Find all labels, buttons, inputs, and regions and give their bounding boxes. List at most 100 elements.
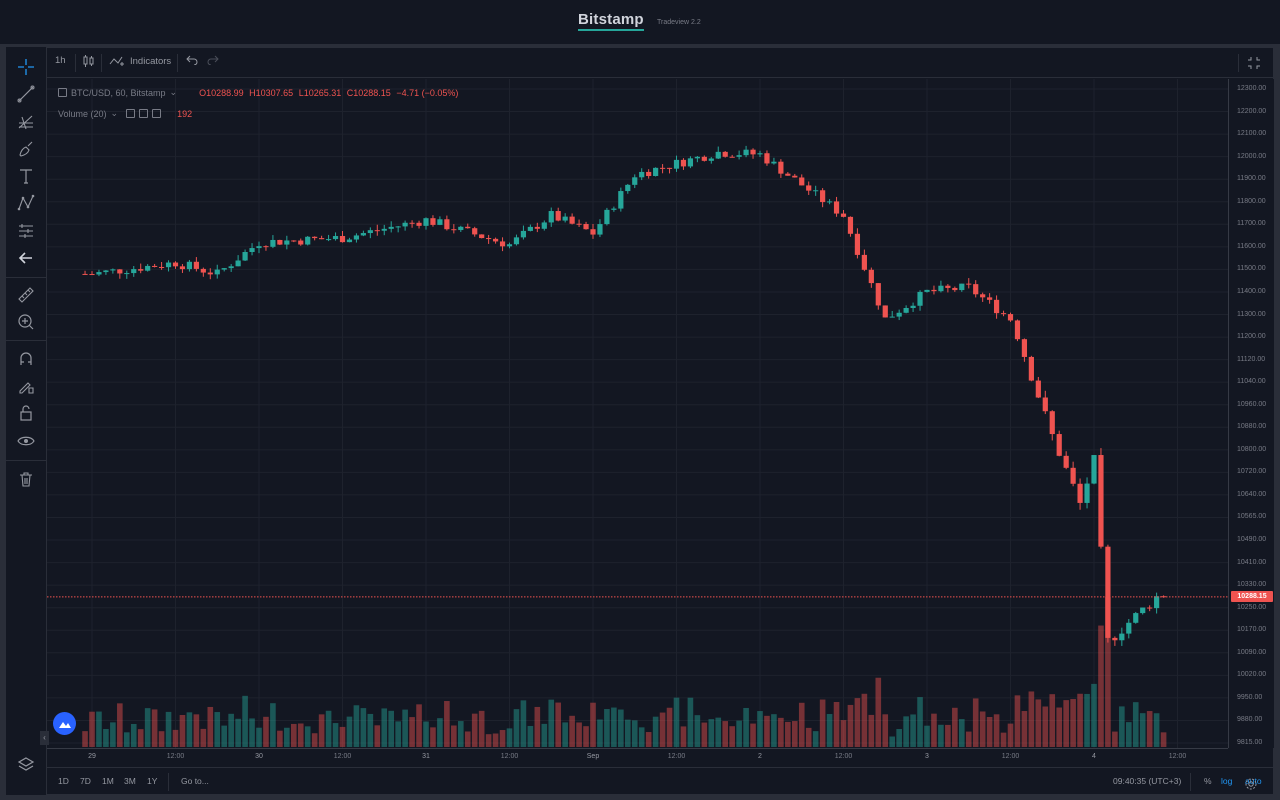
candle-body[interactable] [1042,397,1048,412]
candle-body[interactable] [931,289,937,292]
candle-body[interactable] [277,239,283,245]
candle-body[interactable] [806,185,812,191]
candle-body[interactable] [597,224,603,235]
candle-body[interactable] [158,266,165,268]
layers-icon[interactable] [14,753,38,777]
candle-body[interactable] [172,262,179,267]
magnet-icon[interactable] [14,347,38,371]
candle-body[interactable] [124,273,130,275]
candle-body[interactable] [131,269,137,274]
candle-body[interactable] [548,211,554,223]
candle-body[interactable] [618,191,624,209]
text-icon[interactable] [14,164,38,188]
candle-body[interactable] [1105,546,1111,638]
settings-icon[interactable] [139,109,149,118]
candle-body[interactable] [646,171,652,177]
candle-body[interactable] [298,240,304,245]
candle-body[interactable] [402,222,408,227]
candle-body[interactable] [367,230,373,234]
candle-body[interactable] [910,305,916,308]
candle-body[interactable] [924,289,930,292]
candle-body[interactable] [854,233,861,255]
candle-body[interactable] [715,151,721,159]
chevron-down-icon[interactable]: ⌄ [110,108,119,118]
candle-body[interactable] [945,285,951,288]
time-axis[interactable]: 29 12:00 30 12:00 31 12:00 Sep 12:00 2 12:00 3 12:0… [47,748,1228,766]
arrow-left-icon[interactable] [14,246,38,270]
fib-tool-icon[interactable] [14,110,38,134]
candle-body[interactable] [207,272,213,275]
candle-body[interactable] [736,155,742,157]
candle-body[interactable] [186,261,193,270]
candle-body[interactable] [270,239,276,247]
candle-body[interactable] [430,218,436,225]
candle-body[interactable] [680,159,687,167]
candle-body[interactable] [319,238,325,240]
candle-body[interactable] [604,209,610,225]
candle-body[interactable] [750,149,756,155]
candle-body[interactable] [1014,320,1021,340]
candle-body[interactable] [1133,613,1139,623]
candle-body[interactable] [339,236,346,243]
candle-body[interactable] [117,269,123,274]
candle-body[interactable] [959,283,965,291]
lock-icon[interactable] [14,401,38,425]
candle-body[interactable] [145,265,151,271]
candle-body[interactable] [284,240,290,245]
candle-body[interactable] [993,299,1000,314]
candle-body[interactable] [235,260,241,267]
candle-body[interactable] [374,230,380,232]
candle-body[interactable] [757,153,763,155]
candle-body[interactable] [673,159,680,169]
candle-body[interactable] [506,244,513,247]
candle-body[interactable] [659,167,666,169]
redo-icon[interactable] [207,55,219,65]
candle-body[interactable] [221,268,227,270]
candle-body[interactable] [451,229,457,231]
candle-body[interactable] [687,158,694,167]
candle-body[interactable] [653,167,659,177]
candle-body[interactable] [987,297,993,300]
chart-pane[interactable] [47,79,1228,748]
candle-body[interactable] [625,184,631,192]
candle-body[interactable] [778,161,784,174]
candle-body[interactable] [472,228,478,235]
candle-body[interactable] [889,316,895,318]
symbol-title[interactable]: BTC/USD, 60, Bitstamp [71,87,166,98]
range-1d-button[interactable]: 1D [58,776,69,786]
candle-body[interactable] [395,226,401,228]
undo-icon[interactable] [186,55,198,65]
candle-body[interactable] [138,269,144,271]
candle-body[interactable] [263,246,269,248]
candle-body[interactable] [1098,455,1104,547]
lock-drawings-icon[interactable] [14,374,38,398]
log-toggle[interactable]: log [1221,776,1233,786]
brush-icon[interactable] [14,137,38,161]
candle-body[interactable] [1049,411,1055,435]
brand-logo[interactable]: Bitstamp [578,11,644,31]
pattern-icon[interactable] [14,191,38,215]
candle-body[interactable] [165,262,172,268]
candle-body[interactable] [1035,380,1041,398]
close-icon[interactable] [152,109,162,118]
candle-body[interactable] [492,238,499,242]
candle-body[interactable] [555,211,561,221]
candle-body[interactable] [1000,313,1007,315]
candle-body[interactable] [312,236,318,239]
candle-body[interactable] [840,213,847,217]
candle-body[interactable] [799,177,805,186]
candle-body[interactable] [1091,455,1097,484]
candle-body[interactable] [228,266,234,269]
candle-body[interactable] [701,156,707,161]
candle-body[interactable] [1021,339,1028,357]
indicators-button[interactable]: Indicators [109,55,171,67]
candle-body[interactable] [479,234,485,239]
candle-body[interactable] [792,175,798,178]
candle-body[interactable] [214,269,220,275]
collapse-legend-icon[interactable] [58,88,67,97]
candle-body[interactable] [291,240,297,242]
range-1m-button[interactable]: 1M [102,776,114,786]
candle-body[interactable] [826,201,833,203]
candle-body[interactable] [305,236,311,245]
zoom-in-icon[interactable] [14,310,38,334]
